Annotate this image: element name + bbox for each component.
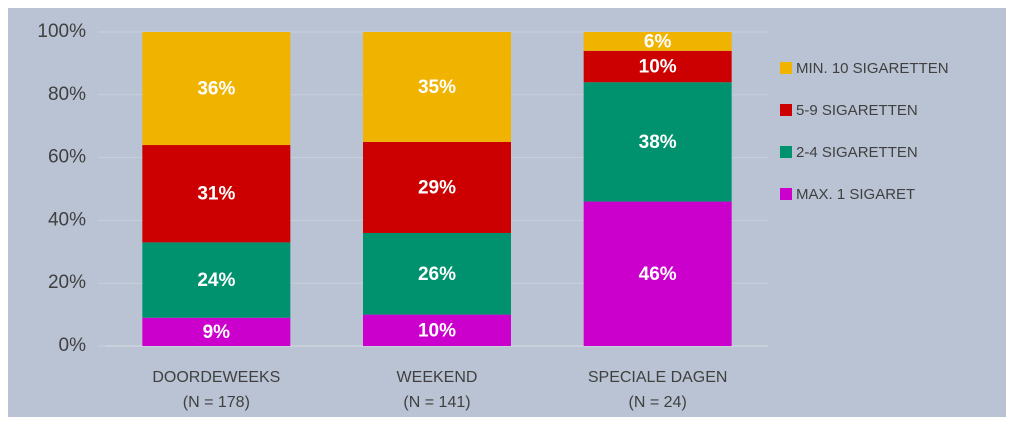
bar-segment bbox=[363, 314, 511, 346]
value-label: 10% bbox=[639, 57, 677, 78]
value-label: 26% bbox=[418, 264, 456, 285]
value-label: 31% bbox=[197, 184, 235, 205]
bar-segment bbox=[142, 317, 291, 346]
y-tick-label: 60% bbox=[48, 147, 86, 168]
value-label: 35% bbox=[418, 77, 456, 98]
legend-swatch bbox=[780, 62, 792, 74]
legend-swatch bbox=[780, 188, 792, 200]
bar-segment bbox=[583, 201, 732, 346]
bar-segment bbox=[142, 32, 291, 146]
bar-segment bbox=[363, 141, 511, 233]
bar-segment bbox=[583, 50, 732, 83]
legend-label: MAX. 1 SIGARET bbox=[796, 186, 915, 203]
legend-label: 5-9 SIGARETTEN bbox=[796, 102, 918, 119]
x-tick-note: (N = 141) bbox=[403, 394, 470, 411]
legend-swatch bbox=[780, 146, 792, 158]
value-label: 6% bbox=[644, 31, 672, 52]
bar-segment bbox=[142, 242, 291, 318]
x-tick-label: WEEKEND bbox=[397, 369, 478, 386]
value-label: 9% bbox=[203, 322, 231, 343]
y-tick-label: 0% bbox=[59, 335, 87, 356]
bar-segment bbox=[583, 32, 732, 51]
y-tick-label: 80% bbox=[48, 84, 86, 105]
bar-segment bbox=[142, 145, 291, 243]
bar-segment bbox=[583, 82, 732, 202]
value-label: 10% bbox=[418, 320, 456, 341]
bar-segment bbox=[363, 32, 511, 142]
y-tick-label: 100% bbox=[37, 21, 86, 42]
legend-swatch bbox=[780, 104, 792, 116]
x-tick-note: (N = 24) bbox=[629, 394, 687, 411]
y-tick-label: 40% bbox=[48, 209, 86, 230]
value-label: 36% bbox=[197, 79, 235, 100]
x-tick-note: (N = 178) bbox=[183, 394, 250, 411]
y-tick-label: 20% bbox=[48, 272, 86, 293]
x-tick-label: DOORDEWEEKS bbox=[152, 369, 280, 386]
value-label: 38% bbox=[639, 132, 677, 153]
x-tick-label: SPECIALE DAGEN bbox=[588, 369, 728, 386]
value-label: 24% bbox=[197, 270, 235, 291]
legend-label: 2-4 SIGARETTEN bbox=[796, 144, 918, 161]
bar-segment bbox=[363, 232, 511, 315]
value-label: 29% bbox=[418, 177, 456, 198]
legend-label: MIN. 10 SIGARETTEN bbox=[796, 60, 949, 77]
value-label: 46% bbox=[639, 264, 677, 285]
